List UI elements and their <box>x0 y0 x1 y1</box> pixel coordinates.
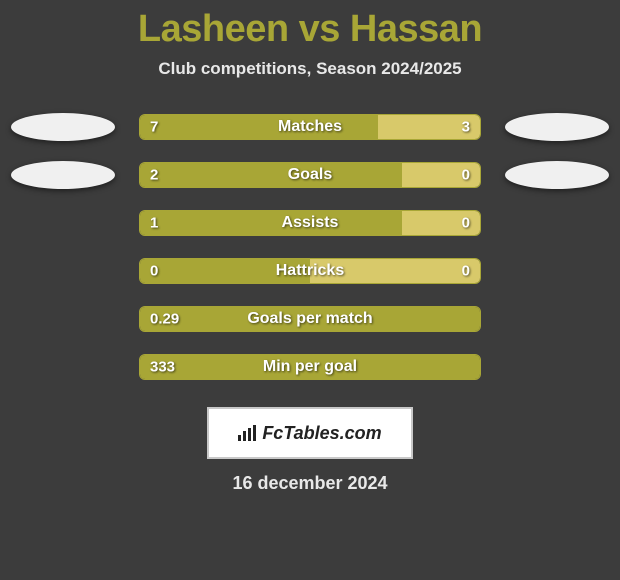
stats-rows: Matches73Goals20Assists10Hattricks00Goal… <box>5 113 615 401</box>
stat-bar: Goals2 0 <box>139 162 481 188</box>
stat-value-right: 0 <box>462 215 470 232</box>
stat-row: Min per goal333 <box>5 353 615 381</box>
chart-icon <box>238 425 258 441</box>
stat-row: Hattricks0 0 <box>5 257 615 285</box>
stat-value-left: 7 <box>150 119 158 136</box>
player-badge-right <box>505 113 609 141</box>
page-title: Lasheen vs Hassan <box>138 8 482 51</box>
stat-bar: Assists1 0 <box>139 210 481 236</box>
player-badge-left <box>11 161 115 189</box>
source-logo[interactable]: FcTables.com <box>207 407 413 459</box>
stat-row: Matches7 3 <box>5 113 615 141</box>
stat-label: Goals <box>140 166 480 184</box>
logo-text: FcTables.com <box>238 423 381 444</box>
stat-label: Hattricks <box>140 262 480 280</box>
stat-label: Min per goal <box>140 358 480 376</box>
stat-value-left: 2 <box>150 167 158 184</box>
stat-bar: Hattricks0 0 <box>139 258 481 284</box>
stat-value-right: 3 <box>462 119 470 136</box>
player-badge-right <box>505 161 609 189</box>
stat-label: Matches <box>140 118 480 136</box>
stat-value-left: 333 <box>150 359 175 376</box>
stat-row: Goals2 0 <box>5 161 615 189</box>
stat-row: Goals per match0.29 <box>5 305 615 333</box>
stat-label: Goals per match <box>140 310 480 328</box>
stat-bar: Min per goal333 <box>139 354 481 380</box>
stat-value-left: 1 <box>150 215 158 232</box>
date: 16 december 2024 <box>232 473 387 494</box>
stat-value-right: 0 <box>462 167 470 184</box>
stat-value-left: 0 <box>150 263 158 280</box>
comparison-card: Lasheen vs Hassan Club competitions, Sea… <box>0 0 620 494</box>
stat-bar: Matches7 3 <box>139 114 481 140</box>
stat-label: Assists <box>140 214 480 232</box>
stat-value-left: 0.29 <box>150 311 179 328</box>
logo-label: FcTables.com <box>262 423 381 444</box>
stat-value-right: 0 <box>462 263 470 280</box>
player-badge-left <box>11 113 115 141</box>
stat-bar: Goals per match0.29 <box>139 306 481 332</box>
stat-row: Assists1 0 <box>5 209 615 237</box>
subtitle: Club competitions, Season 2024/2025 <box>158 59 461 79</box>
